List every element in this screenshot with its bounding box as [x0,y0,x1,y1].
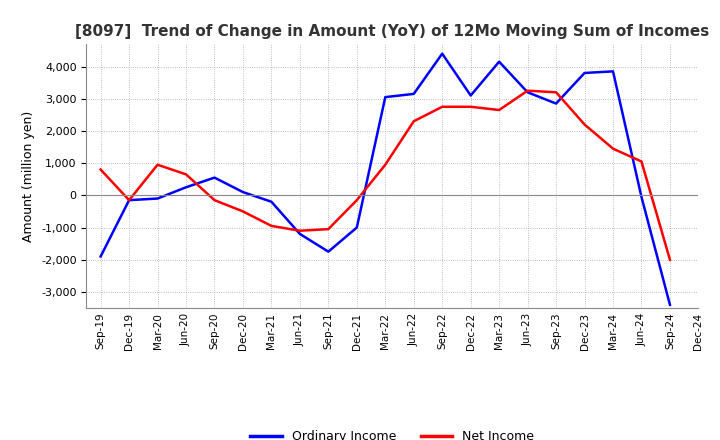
Ordinary Income [125,198,133,203]
Net Income [438,104,446,110]
Ordinary Income [267,199,276,205]
Ordinary Income [523,90,532,95]
Net Income [181,172,190,177]
Ordinary Income [181,185,190,190]
Net Income [353,198,361,203]
Net Income [296,228,305,233]
Ordinary Income [495,59,503,64]
Ordinary Income [410,91,418,96]
Net Income [153,162,162,167]
Net Income [523,88,532,93]
Net Income [210,198,219,203]
Net Income [410,119,418,124]
Ordinary Income [637,194,646,200]
Ordinary Income [580,70,589,76]
Net Income [238,209,247,214]
Ordinary Income [438,51,446,56]
Net Income [381,162,390,167]
Net Income [495,107,503,113]
Ordinary Income [296,231,305,237]
Net Income [125,198,133,203]
Net Income [467,104,475,110]
Net Income [637,159,646,164]
Line: Net Income: Net Income [101,91,670,260]
Line: Ordinary Income: Ordinary Income [101,54,670,305]
Ordinary Income [467,93,475,98]
Ordinary Income [96,254,105,259]
Ordinary Income [353,225,361,230]
Ordinary Income [153,196,162,201]
Net Income [552,90,560,95]
Ordinary Income [238,190,247,195]
Ordinary Income [665,302,674,308]
Net Income [665,257,674,262]
Title: [8097]  Trend of Change in Amount (YoY) of 12Mo Moving Sum of Incomes: [8097] Trend of Change in Amount (YoY) o… [76,24,709,39]
Net Income [267,223,276,228]
Ordinary Income [552,101,560,106]
Ordinary Income [381,95,390,100]
Net Income [324,227,333,232]
Legend: Ordinary Income, Net Income: Ordinary Income, Net Income [246,425,539,440]
Y-axis label: Amount (million yen): Amount (million yen) [22,110,35,242]
Net Income [96,167,105,172]
Net Income [608,146,617,151]
Net Income [580,122,589,127]
Ordinary Income [608,69,617,74]
Ordinary Income [324,249,333,254]
Ordinary Income [210,175,219,180]
